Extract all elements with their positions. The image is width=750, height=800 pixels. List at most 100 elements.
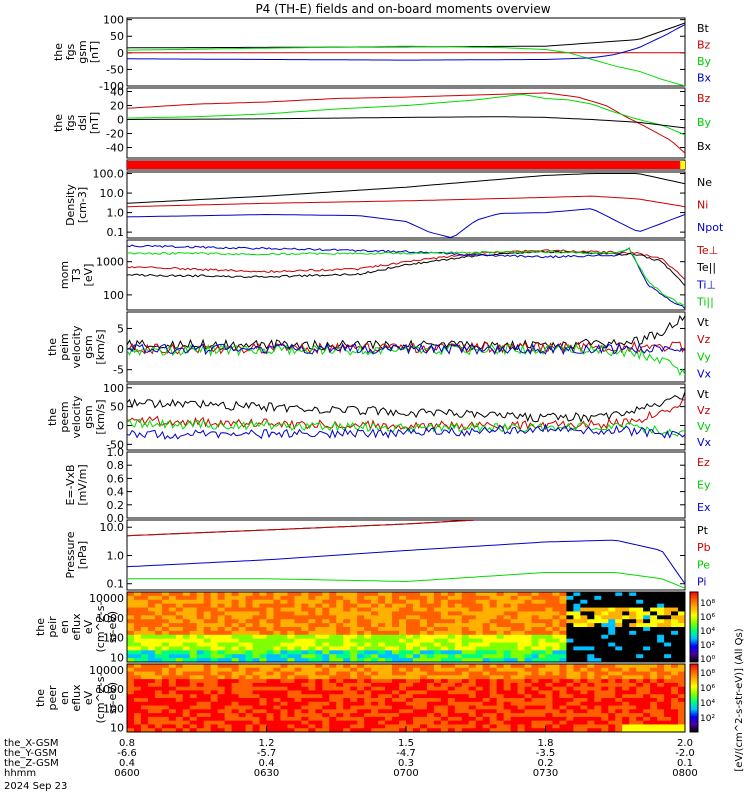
heatmap-cell: [601, 638, 609, 644]
heatmap-cell: [524, 671, 533, 676]
heatmap-cell: [357, 638, 365, 644]
heatmap-cell: [622, 592, 630, 597]
heatmap-cell: [203, 642, 212, 647]
heatmap-cell: [601, 705, 609, 710]
heatmap-cell: [545, 615, 553, 620]
heatmap-cell: [203, 705, 212, 710]
heatmap-cell: [636, 627, 644, 632]
heatmap-cell: [433, 667, 442, 673]
heatmap-cell: [552, 705, 560, 710]
heatmap-cell: [517, 682, 526, 688]
heatmap-cell: [231, 592, 240, 597]
heatmap-cell: [308, 654, 316, 659]
heatmap-cell: [189, 595, 198, 601]
heatmap-cell: [643, 675, 651, 680]
y-tick-label: -50: [106, 438, 124, 451]
heatmap-cell: [322, 694, 330, 699]
heatmap-cell: [482, 679, 491, 684]
heatmap-cell: [601, 595, 609, 601]
heatmap-cell: [266, 720, 274, 725]
heatmap-cell: [559, 630, 567, 636]
heatmap-cell: [245, 595, 254, 601]
heatmap-cell: [538, 724, 546, 729]
heatmap-cell: [440, 705, 449, 710]
heatmap-cell: [503, 709, 512, 714]
heatmap-cell: [622, 664, 630, 669]
series-line-Vy: [127, 343, 685, 376]
heatmap-cell: [412, 701, 421, 707]
heatmap-cell: [608, 642, 616, 647]
heatmap-cell: [419, 713, 428, 718]
heatmap-cell: [127, 705, 135, 710]
heatmap-cell: [315, 701, 323, 707]
heatmap-cell: [580, 724, 588, 729]
heatmap-cell: [482, 671, 491, 676]
heatmap-cell: [189, 650, 198, 655]
heatmap-cell: [238, 720, 247, 725]
heatmap-cell: [364, 627, 372, 632]
heatmap-cell: [601, 599, 609, 605]
heatmap-cell: [161, 634, 170, 640]
heatmap-cell: [587, 664, 595, 669]
heatmap-cell: [266, 716, 274, 722]
heatmap-cell: [217, 664, 226, 669]
heatmap-cell: [552, 599, 560, 605]
heatmap-cell: [336, 720, 344, 725]
heatmap-cell: [587, 667, 595, 673]
heatmap-cell: [315, 627, 323, 632]
heatmap-cell: [252, 667, 261, 673]
legend-entry: Te⊥: [696, 244, 718, 257]
heatmap-cell: [385, 611, 393, 616]
heatmap-cell: [664, 698, 672, 703]
heatmap-cell: [566, 664, 574, 669]
heatmap-cell: [189, 690, 198, 695]
heatmap-cell: [245, 705, 254, 710]
heatmap-cell: [629, 716, 637, 722]
heatmap-cell: [210, 716, 219, 722]
heatmap-cell: [357, 592, 365, 597]
heatmap-cell: [552, 654, 560, 659]
heatmap-cell: [531, 619, 540, 624]
heatmap-cell: [245, 667, 254, 673]
heatmap-cell: [196, 664, 205, 669]
heatmap-cell: [203, 603, 212, 609]
heatmap-cell: [210, 599, 219, 605]
heatmap-cell: [419, 615, 428, 620]
heatmap-cell: [280, 701, 288, 707]
heatmap-cell: [622, 658, 630, 663]
heatmap-cell: [252, 716, 261, 722]
heatmap-cell: [447, 664, 456, 669]
heatmap-cell: [552, 627, 560, 632]
heatmap-cell: [440, 592, 449, 597]
heatmap-cell: [252, 611, 261, 616]
heatmap-cell: [147, 603, 156, 609]
heatmap-cell: [238, 611, 247, 616]
heatmap-cell: [203, 630, 212, 636]
heatmap-cell: [531, 686, 540, 691]
heatmap-cell: [503, 716, 512, 722]
heatmap-cell: [524, 698, 533, 703]
heatmap-cell: [489, 638, 498, 644]
heatmap-cell: [385, 694, 393, 699]
heatmap-cell: [196, 623, 205, 628]
heatmap-cell: [140, 675, 149, 680]
heatmap-cell: [426, 654, 435, 659]
heatmap-cell: [510, 658, 519, 663]
heatmap-cell: [622, 630, 630, 636]
heatmap-cell: [161, 694, 170, 699]
heatmap-cell: [531, 654, 540, 659]
heatmap-cell: [266, 615, 274, 620]
heatmap-cell: [127, 682, 135, 688]
heatmap-cell: [594, 595, 602, 601]
heatmap-cell: [350, 701, 358, 707]
heatmap-cell: [545, 623, 553, 628]
heatmap-cell: [210, 705, 219, 710]
heatmap-cell: [371, 701, 379, 707]
heatmap-cell: [552, 694, 560, 699]
heatmap-cell: [622, 611, 630, 616]
heatmap-cell: [412, 654, 421, 659]
heatmap-cell: [399, 615, 407, 620]
heatmap-cell: [412, 595, 421, 601]
heatmap-cell: [322, 603, 330, 609]
heatmap-cell: [552, 686, 560, 691]
